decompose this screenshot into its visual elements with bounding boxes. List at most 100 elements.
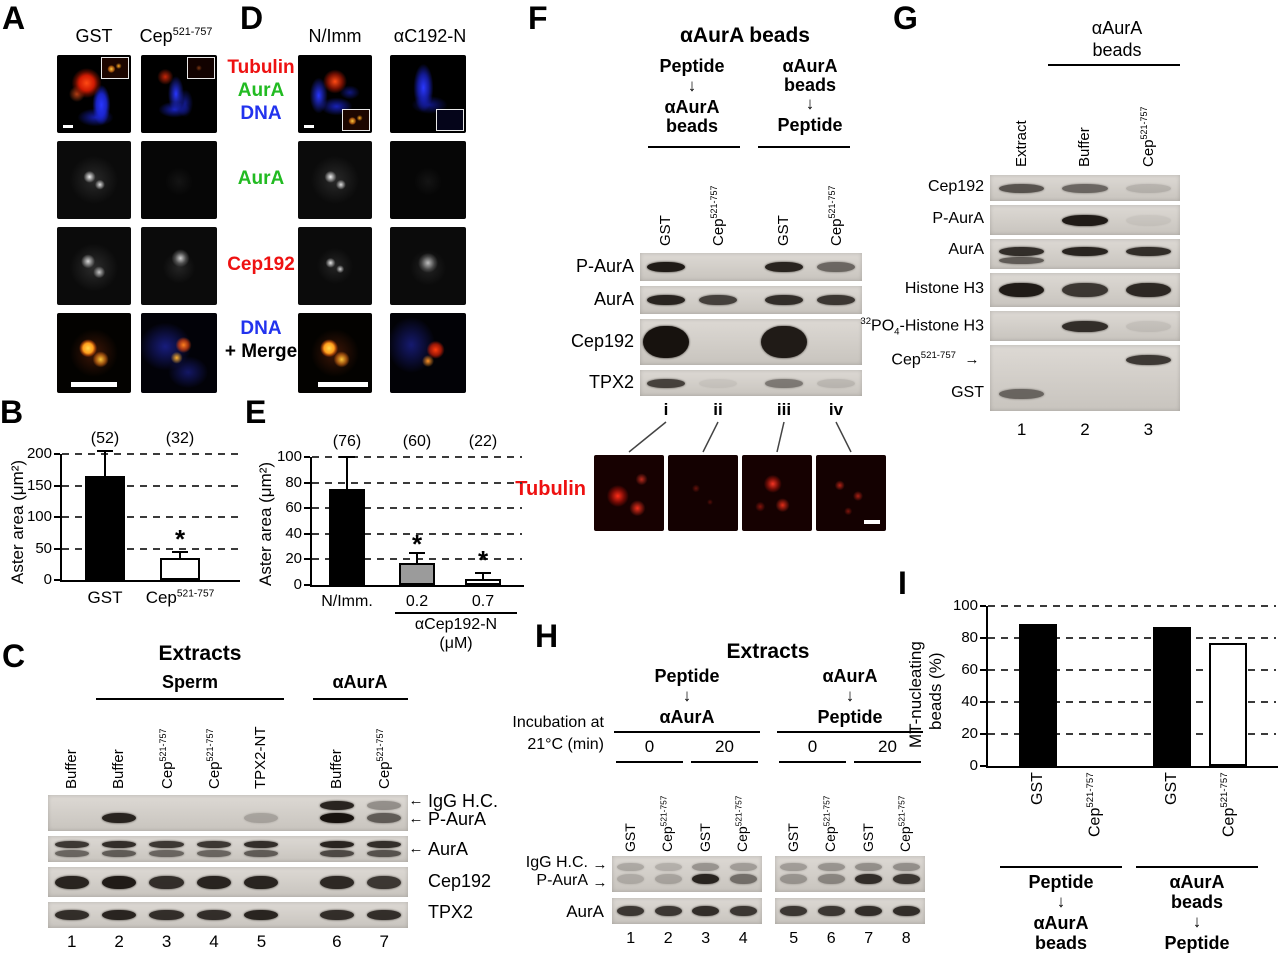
blot-strip-f2 [640,319,862,365]
blot-strip-f3 [640,370,862,396]
gridline [988,733,1276,735]
panel-d-label: D [240,0,264,36]
lane-number: 1 [66,932,77,951]
band-label: IgG H.C. [525,854,588,871]
gridline [312,481,522,484]
band-label: AurA [593,289,634,309]
band-label: Cep192 [570,331,634,351]
gridline [312,532,522,535]
y-tick-label: 20 [285,550,302,568]
lane-label: Cep521-757 [821,795,839,852]
tick-mark [54,516,60,518]
lane-label: Cep521-757 [709,185,727,246]
y-tick-label: 50 [35,539,52,557]
error-bar-cap [172,550,188,553]
left-arrow-icon: ← [408,810,424,827]
lane-number: 2 [114,932,124,951]
lane-number: 4 [209,932,219,951]
protein-band [319,800,354,810]
lane-number: 2 [1080,420,1090,439]
protein-band [892,874,920,884]
tick-mark [54,547,60,550]
protein-band [1125,283,1172,297]
protein-band [1062,246,1108,256]
protein-band [196,875,232,889]
band-label: 32PO4-Histone H3 [860,316,984,338]
gridline [62,453,238,455]
protein-band [765,295,803,305]
time-underline [779,761,846,763]
tick-mark [54,579,60,581]
protein-band [998,246,1045,256]
protein-band [780,863,808,871]
protein-band [319,849,354,857]
protein-band [319,875,354,889]
group-label: αAurA [1169,872,1225,892]
protein-band [196,840,232,848]
bar-2 [1153,626,1191,766]
blot-strip-c3 [48,902,408,928]
tubulin-aster-image-iv [816,455,886,531]
protein-band [654,874,682,884]
protein-band [367,875,402,889]
error-bar [104,450,106,477]
panel-d-col-header-nimm: N/Imm [308,26,362,46]
panel-a-label: A [2,0,26,36]
protein-band [367,800,402,810]
lane-number: 5 [256,932,267,951]
protein-band [617,906,645,916]
lane-number: 7 [864,930,874,947]
protein-band [1062,320,1108,332]
y-tick-label: 80 [285,473,302,491]
panel-b-label: B [0,394,24,430]
down-arrow-icon: ↓ [1056,892,1066,911]
y-tick-label: 80 [961,629,978,646]
lane-number: 1 [1016,420,1027,439]
centrosome-inset [101,57,129,79]
protein-band [729,906,757,916]
group-label: Peptide [1028,872,1094,892]
micrograph-a-gst-merge [57,55,131,133]
right-arrow-icon: → [592,874,608,891]
y-axis [986,606,988,768]
micrograph-d-nimm-merge [298,55,372,133]
panel-f-title: αAurA beads [680,24,810,47]
protein-band [196,910,232,920]
lane-number: 8 [901,930,911,947]
tick-mark [304,532,310,535]
protein-band [319,910,354,920]
band-label: P-AurA [428,809,487,829]
lane-label: Cep521-757 [733,795,751,852]
n-count: (60) [402,433,432,450]
tick-mark [980,733,986,735]
protein-band [244,849,279,857]
centrosome-inset [187,57,215,79]
protein-band [102,840,137,848]
down-arrow-icon: ↓ [682,686,692,705]
band-label: P-AurA [536,872,588,889]
down-arrow-icon: ↓ [687,76,697,95]
panel-h-label: H [535,618,559,654]
channel-label: Tubulin [227,57,295,78]
image-id: iii [776,400,792,419]
down-arrow-icon: ↓ [845,686,855,705]
protein-band [817,906,845,916]
x-axis-label: GST [87,588,123,607]
panel-c-title: Extracts [158,642,242,665]
group-underline [313,698,408,700]
protein-band [998,389,1045,399]
error-bar [346,457,348,489]
lane-label: Buffer [327,749,345,789]
micrograph-a-gst-dna-merge [57,313,131,393]
protein-band [729,874,757,884]
protein-band [998,283,1045,297]
protein-band [647,262,685,272]
protein-band [817,378,855,388]
blot-strip-h1-right [775,898,925,924]
protein-band [102,849,137,857]
protein-band [319,813,354,823]
group-header-sperm: Sperm [161,672,219,692]
protein-band [729,863,757,871]
left-arrow-icon: ← [408,792,424,809]
